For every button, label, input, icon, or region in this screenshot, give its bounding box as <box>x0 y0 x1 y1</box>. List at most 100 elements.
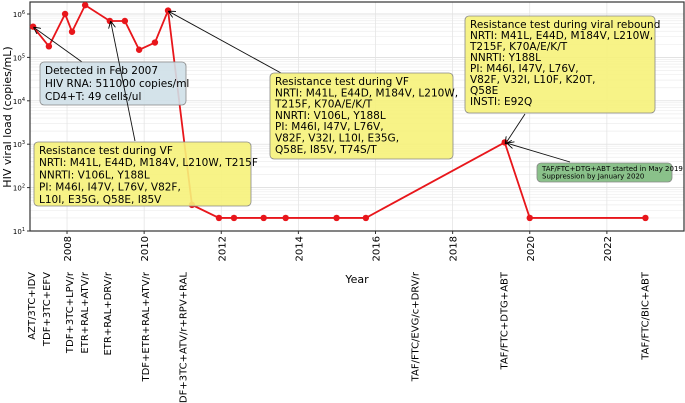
x-tick-label: 2010 <box>140 236 151 261</box>
y-axis-label: HIV viral load (copies/mL) <box>1 46 14 187</box>
data-point <box>135 46 143 53</box>
annotation-text: TAF/FTC+DTG+ABT started in May 2019 <box>541 165 683 173</box>
annotation-text: Resistance test during VF <box>275 76 409 88</box>
data-point <box>215 214 223 222</box>
annotation-text: Q58E <box>470 85 498 97</box>
y-tick-base: 10 <box>13 11 22 19</box>
y-tick-exponent: 5 <box>22 53 25 59</box>
annotation-text: NNRTI: Y188L <box>470 52 541 64</box>
x-tick-label: 2022 <box>603 236 614 261</box>
annotation-box <box>39 61 187 106</box>
regimen-label: TDF+3TC+EFV <box>42 272 53 347</box>
regimen-label: TDF+ETR+RAL+ATV/r <box>141 271 152 382</box>
annotation-text: T215F, K70A/E/K/T <box>274 99 373 111</box>
annotation-arrow <box>34 28 83 63</box>
data-point <box>333 214 340 222</box>
annotation-arrow <box>508 143 571 163</box>
annotation-text: PI: M46I, I47V, L76V, <box>275 121 384 133</box>
annotation-box <box>33 141 252 207</box>
annotation-text: INSTI: E92Q <box>470 96 532 108</box>
annotation-text: NRTI: M41L, E44D, M184V, L210W, <box>470 30 653 42</box>
x-tick-label: 2008 <box>63 236 74 261</box>
y-tick-exponent: 4 <box>22 97 25 103</box>
regimen-label: TAF/FTC+DTG+ABT <box>500 271 511 370</box>
annotation-text: NRTI: M41L, E44D, M184V, L210W, <box>275 87 458 99</box>
regimen-label: TAF/FTC/EVG/c+DRV/r <box>410 271 421 382</box>
regimen-label: ETR+RAL+ATV/r <box>80 271 91 353</box>
x-tick-label: 2016 <box>372 236 383 261</box>
annotation-arrow <box>506 113 526 143</box>
data-point <box>362 214 370 222</box>
annotation-box <box>536 162 673 183</box>
annotation-text: NRTI: M41L, E44D, M184V, L210W, T215F <box>39 157 258 169</box>
series-line <box>32 3 646 219</box>
data-point <box>642 214 649 222</box>
x-tick-label: 2012 <box>217 236 228 261</box>
y-tick-exponent: 1 <box>22 227 25 233</box>
x-tick-label: 2014 <box>294 236 305 261</box>
y-tick-base: 10 <box>13 98 22 106</box>
regimen-label: TDF+3TC+LPV/r <box>65 271 76 354</box>
data-point <box>121 17 129 25</box>
y-tick-exponent: 6 <box>22 10 25 16</box>
regimen-label: TAF/FTC/BIC+ABT <box>640 271 651 361</box>
data-point <box>501 139 508 146</box>
annotation-switch: TAF/FTC+DTG+ABT started in May 2019Suppr… <box>508 143 683 183</box>
annotation-text: V82F, V32I, L10F, K20T, <box>470 74 596 86</box>
y-tick-base: 10 <box>13 228 22 236</box>
annotation-text: Detected in Feb 2007 <box>45 65 158 77</box>
annotation-text: HIV RNA: 511000 copies/ml <box>45 78 189 90</box>
data-point <box>106 17 114 25</box>
annotation-text: CD4+T: 49 cells/ul <box>45 91 141 103</box>
annotation-text: PI: M46I, I47V, L76V, <box>470 63 579 75</box>
x-axis-label: Year <box>344 273 369 286</box>
annotation-text: Resistance test during viral rebound <box>470 19 660 31</box>
annotation-rebound: Resistance test during viral reboundNRTI… <box>464 15 660 143</box>
annotation-arrow <box>169 12 282 74</box>
data-point <box>164 7 172 14</box>
annotation-text: T215F, K70A/E/K/T <box>469 41 568 53</box>
y-tick-label: 103 <box>13 140 25 149</box>
data-point <box>230 214 238 222</box>
x-tick-label: 2018 <box>449 236 460 261</box>
regimen-label: AZT/3TC+IDV <box>27 272 38 340</box>
y-tick-exponent: 2 <box>22 184 25 190</box>
data-point <box>68 28 76 35</box>
y-tick-label: 106 <box>13 10 25 19</box>
y-tick-exponent: 3 <box>22 140 25 146</box>
data-point <box>526 214 533 222</box>
data-point <box>45 43 53 50</box>
y-tick-label: 101 <box>13 227 25 236</box>
y-tick-base: 10 <box>13 185 22 193</box>
x-tick-label: 2020 <box>526 236 537 261</box>
annotation-text: Resistance test during VF <box>39 145 173 157</box>
regimen-label: TDF+3TC+ATV/r+RPV+RAL <box>179 272 190 403</box>
data-point <box>282 214 289 222</box>
plot-frame <box>29 1 685 232</box>
annotation-text: NNRTI: V106L, Y188L <box>39 169 150 181</box>
annotation-text: L10I, E35G, Q58E, I85V <box>39 194 162 206</box>
data-point <box>61 10 69 18</box>
annotation-text: V82F, V32I, L10I, E35G, <box>275 133 399 145</box>
y-tick-base: 10 <box>13 141 22 149</box>
regimen-label: ETR+RAL+DRV/r <box>103 271 114 355</box>
annotation-text: NNRTI: V106L, Y188L <box>275 110 386 122</box>
annotation-box <box>464 15 656 114</box>
annotation-box <box>269 72 454 160</box>
annotation-text: Suppression by January 2020 <box>542 173 644 181</box>
data-point <box>81 1 89 9</box>
annotation-text: Q58E, I85V, T74S/T <box>275 144 377 156</box>
annotation-arrow <box>111 22 136 142</box>
annotation-text: PI: M46I, I47V, L76V, V82F, <box>39 182 181 194</box>
data-point <box>151 39 159 46</box>
data-point <box>260 214 267 222</box>
y-tick-label: 105 <box>13 53 25 62</box>
y-tick-label: 102 <box>13 184 25 193</box>
y-tick-label: 104 <box>13 97 25 106</box>
